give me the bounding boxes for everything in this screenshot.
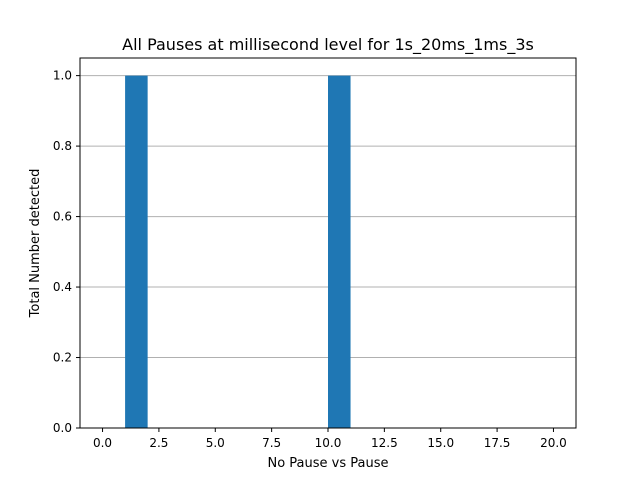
y-tick-label: 0.4	[53, 280, 72, 294]
x-tick-label: 7.5	[262, 436, 281, 450]
x-axis-label: No Pause vs Pause	[267, 456, 388, 471]
y-tick-label: 0.6	[53, 210, 72, 224]
x-tick-label: 2.5	[149, 436, 168, 450]
y-axis-ticks: 0.0 0.2 0.4 0.6 0.8 1.0	[53, 69, 80, 435]
x-tick-label: 20.0	[540, 436, 567, 450]
x-tick-label: 15.0	[427, 436, 454, 450]
x-axis-ticks: 0.0 2.5 5.0 7.5 10.0 12.5 15.0 17.5 20.0	[93, 428, 567, 450]
bar	[125, 75, 148, 428]
bars	[125, 75, 351, 428]
x-tick-label: 17.5	[484, 436, 511, 450]
x-tick-label: 0.0	[93, 436, 112, 450]
bar	[328, 75, 351, 428]
x-tick-label: 12.5	[371, 436, 398, 450]
x-tick-label: 10.0	[315, 436, 342, 450]
x-tick-label: 5.0	[206, 436, 225, 450]
y-axis-label: Total Number detected	[28, 169, 43, 319]
y-tick-label: 0.0	[53, 421, 72, 435]
y-tick-label: 0.2	[53, 351, 72, 365]
y-tick-label: 0.8	[53, 139, 72, 153]
chart-title: All Pauses at millisecond level for 1s_2…	[122, 35, 534, 55]
y-tick-label: 1.0	[53, 69, 72, 83]
